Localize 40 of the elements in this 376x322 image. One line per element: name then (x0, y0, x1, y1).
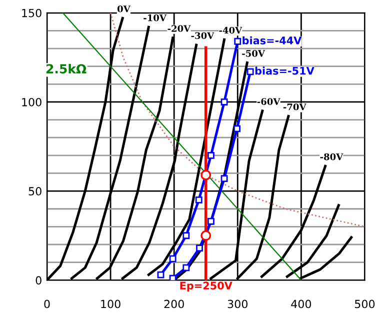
x-tick-label: 100 (101, 300, 120, 308)
point (182, 232, 190, 240)
series-label: -20V (168, 25, 191, 32)
annotation: 2.5kΩ (46, 64, 86, 74)
point (207, 152, 214, 159)
series-label: -50V (242, 50, 266, 57)
line-series (110, 12, 365, 228)
series-label: -70V (283, 103, 306, 110)
series-label: -60V (257, 98, 280, 105)
series-label: -40V (219, 26, 242, 34)
point (169, 274, 176, 280)
x-tick-label: 200 (164, 300, 184, 308)
point (195, 196, 202, 204)
series-label: bias=-51V (255, 66, 314, 75)
series-label: bias=-44V (242, 36, 302, 44)
x-tick-label: 300 (228, 300, 248, 308)
x-tick-label: 0 (44, 300, 50, 308)
series-label: -10V (144, 14, 167, 22)
ref-line-label: Ep=250V (180, 282, 232, 292)
y-tick-label: 0 (36, 276, 42, 285)
series-label: -30V (191, 32, 214, 40)
point (234, 125, 240, 132)
point (169, 255, 176, 262)
point (182, 264, 190, 272)
point (200, 170, 212, 180)
series-label: 0V (117, 5, 130, 12)
y-tick-label: 50 (28, 187, 42, 196)
point (220, 98, 228, 106)
point (246, 68, 254, 76)
x-tick-label: 400 (291, 300, 312, 308)
point (196, 244, 203, 252)
x-tick-label: 500 (354, 300, 375, 308)
point (200, 230, 212, 241)
y-tick-label: 150 (22, 8, 42, 18)
point (157, 271, 164, 278)
series-label: -80V (320, 153, 344, 160)
y-tick-label: 100 (22, 98, 42, 106)
point (207, 218, 214, 225)
point (234, 38, 242, 45)
point (220, 175, 228, 182)
